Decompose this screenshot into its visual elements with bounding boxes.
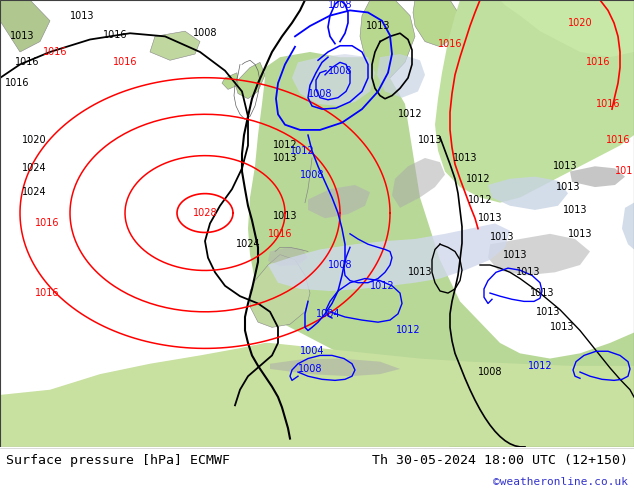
Text: 1013: 1013: [366, 21, 391, 31]
Text: 1012: 1012: [370, 281, 394, 291]
Polygon shape: [435, 0, 634, 203]
Polygon shape: [292, 54, 375, 106]
Text: 1016: 1016: [596, 99, 620, 109]
Text: 1013: 1013: [568, 229, 592, 239]
Polygon shape: [392, 158, 445, 208]
Text: 1016: 1016: [35, 288, 60, 298]
Text: 1013: 1013: [530, 288, 554, 298]
Text: 1020: 1020: [22, 135, 47, 146]
Text: 1013: 1013: [489, 232, 514, 242]
Text: 1016: 1016: [586, 57, 611, 67]
Text: 1013: 1013: [556, 182, 580, 192]
Text: 1013: 1013: [453, 153, 477, 163]
Text: 1016: 1016: [15, 57, 39, 67]
Text: Surface pressure [hPa] ECMWF: Surface pressure [hPa] ECMWF: [6, 454, 230, 467]
Text: 1012: 1012: [468, 195, 493, 204]
Text: 1013: 1013: [515, 267, 540, 277]
Text: 1004: 1004: [316, 309, 340, 319]
Text: 1016: 1016: [5, 78, 30, 88]
Polygon shape: [308, 185, 370, 218]
Polygon shape: [488, 234, 590, 275]
Text: 1013: 1013: [536, 307, 560, 317]
Text: 1013: 1013: [550, 322, 574, 332]
Text: 1024: 1024: [22, 187, 47, 197]
Text: 1013: 1013: [503, 249, 527, 260]
Text: 1016: 1016: [113, 57, 137, 67]
Polygon shape: [270, 359, 400, 376]
Text: 1013: 1013: [563, 205, 587, 215]
Text: 1013: 1013: [273, 153, 297, 163]
Text: 1012: 1012: [527, 361, 552, 371]
Polygon shape: [622, 203, 634, 249]
Text: 1012: 1012: [466, 174, 490, 184]
Text: 1008: 1008: [328, 66, 353, 75]
Polygon shape: [500, 0, 634, 57]
Polygon shape: [413, 0, 460, 47]
Text: 1028: 1028: [193, 208, 217, 218]
Text: 1024: 1024: [22, 163, 47, 173]
Polygon shape: [222, 73, 238, 89]
Polygon shape: [0, 343, 634, 447]
Text: 1024: 1024: [236, 239, 261, 249]
Text: 1016: 1016: [42, 47, 67, 57]
Polygon shape: [235, 62, 265, 98]
Text: 1016: 1016: [103, 30, 127, 40]
Text: 1016: 1016: [605, 135, 630, 146]
Text: 101: 101: [615, 167, 633, 176]
Text: 1013: 1013: [70, 11, 94, 21]
Text: 1013: 1013: [408, 267, 432, 277]
Polygon shape: [360, 0, 415, 78]
Polygon shape: [268, 223, 510, 291]
Text: 1008: 1008: [307, 89, 332, 98]
Text: 1008: 1008: [298, 364, 322, 374]
Text: 1004: 1004: [300, 346, 324, 356]
Polygon shape: [248, 52, 634, 447]
Polygon shape: [377, 54, 425, 98]
Text: 1013: 1013: [478, 213, 502, 223]
Text: 1008: 1008: [328, 260, 353, 270]
Text: ©weatheronline.co.uk: ©weatheronline.co.uk: [493, 477, 628, 487]
Polygon shape: [250, 255, 310, 327]
Polygon shape: [488, 177, 568, 210]
Text: 1012: 1012: [398, 109, 422, 120]
Polygon shape: [570, 166, 625, 187]
Polygon shape: [150, 31, 200, 60]
Text: 1013: 1013: [418, 135, 443, 146]
Text: 1012: 1012: [290, 146, 314, 156]
Text: 1008: 1008: [328, 0, 353, 10]
Text: 1016: 1016: [35, 219, 60, 228]
Text: 1016: 1016: [437, 39, 462, 49]
Text: 1013: 1013: [553, 161, 577, 172]
Polygon shape: [268, 247, 308, 266]
Text: 1008: 1008: [193, 28, 217, 38]
Text: 1008: 1008: [300, 170, 324, 180]
Text: 1013: 1013: [273, 211, 297, 221]
Text: 1016: 1016: [268, 229, 292, 239]
Text: 1013: 1013: [10, 31, 34, 41]
Text: Th 30-05-2024 18:00 UTC (12+150): Th 30-05-2024 18:00 UTC (12+150): [372, 454, 628, 467]
Polygon shape: [0, 0, 50, 52]
Text: 1012: 1012: [273, 141, 297, 150]
Text: 1008: 1008: [478, 367, 502, 377]
Text: 1012: 1012: [396, 325, 420, 336]
Text: 1020: 1020: [567, 18, 592, 28]
